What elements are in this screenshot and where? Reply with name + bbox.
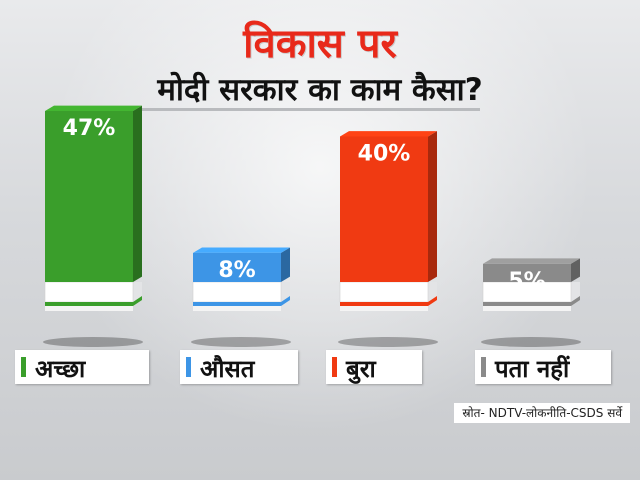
bar-side <box>281 247 290 282</box>
bar-value-label: 47% <box>63 116 116 141</box>
bar-shadow <box>43 337 143 347</box>
source-credit: स्रोत- NDTV-लोकनीति-CSDS सर्वे <box>454 403 630 423</box>
bar-base-stripe <box>340 296 437 306</box>
legend-item: औसत <box>180 350 298 384</box>
bar-value-label: 40% <box>358 141 411 166</box>
legend-label: औसत <box>200 355 255 383</box>
legend-label: अच्छा <box>35 355 86 383</box>
bar-base-stripe <box>45 296 142 306</box>
bar-value-label: 8% <box>218 258 255 283</box>
chart-subtitle: मोदी सरकार का काम कैसा? <box>157 72 483 108</box>
bar-base-foot <box>45 306 133 311</box>
legend-item: बुरा <box>326 350 422 384</box>
legend-swatch <box>332 357 337 377</box>
bar-shadow <box>191 337 291 347</box>
legend-label: पता नहीं <box>495 355 570 383</box>
bar-top <box>193 247 290 253</box>
chart-title: विकास पर <box>243 21 397 67</box>
legend-swatch <box>21 357 26 377</box>
bar-base-stripe <box>483 296 580 306</box>
bar-base <box>192 281 282 303</box>
subtitle-underline <box>120 108 480 111</box>
bar <box>483 263 571 282</box>
bar-side <box>428 131 437 282</box>
legend-item: अच्छा <box>15 350 149 384</box>
bar-value-label: 5% <box>508 269 545 294</box>
bar-base-foot <box>340 306 428 311</box>
legend-swatch <box>186 357 191 377</box>
bar-top <box>45 105 142 111</box>
bar-shadow <box>481 337 581 347</box>
bar-top <box>483 258 580 264</box>
bar <box>340 136 428 282</box>
bar-top <box>340 131 437 137</box>
bar-shadow <box>338 337 438 347</box>
bar-base <box>339 281 429 303</box>
bar-side <box>133 105 142 282</box>
legend-item: पता नहीं <box>475 350 611 384</box>
legend-label: बुरा <box>346 355 376 383</box>
legend-swatch <box>481 357 486 377</box>
bar-base-stripe <box>193 296 290 306</box>
bar <box>45 111 133 282</box>
bar-base-foot <box>483 306 571 311</box>
bar-base-foot <box>193 306 281 311</box>
bar-side <box>571 258 580 282</box>
bar-base <box>44 281 134 303</box>
bar <box>193 252 281 282</box>
